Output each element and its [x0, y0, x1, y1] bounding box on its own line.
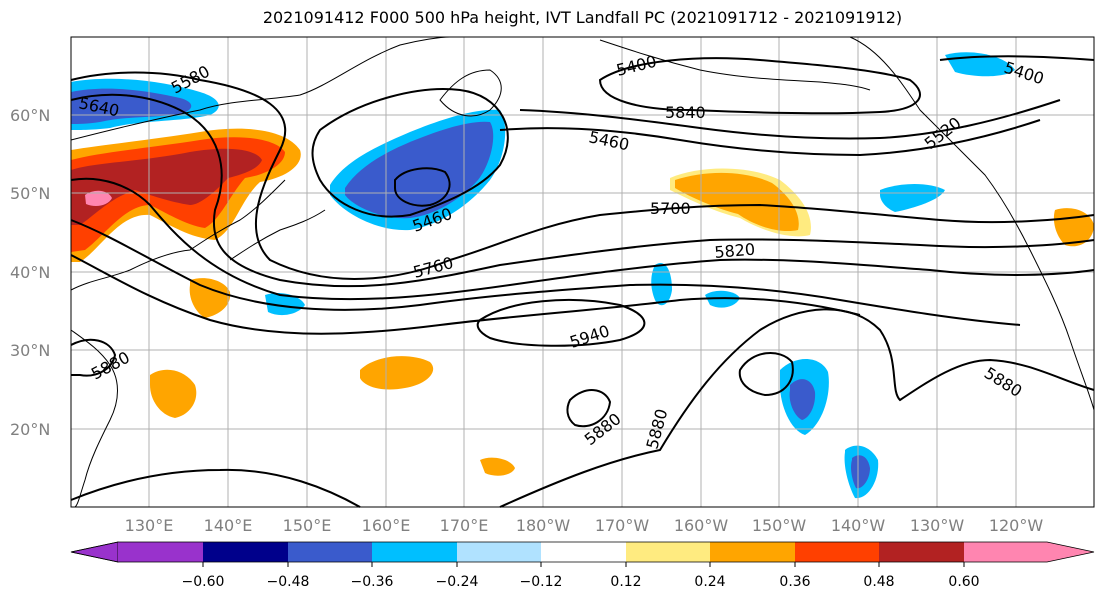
mid-anomaly-goa	[675, 172, 799, 232]
colorbar-tick: 0.12	[610, 574, 641, 590]
strong-negative-bering	[345, 121, 494, 219]
japan-coast	[229, 209, 326, 261]
negative-anomaly-east7	[265, 293, 305, 316]
positive-anomaly-mid3	[189, 278, 231, 318]
colorbar-tick: 0.48	[863, 574, 894, 590]
height-contours	[70, 55, 1095, 508]
coastlines	[70, 36, 1095, 508]
asia-coast	[70, 36, 451, 141]
contour-label: 5700	[650, 199, 691, 218]
max-anomaly-asia	[85, 190, 112, 206]
colorbar-segment-4	[372, 542, 457, 562]
colorbar-tick: −0.36	[351, 574, 394, 590]
contour-5640	[70, 93, 1095, 288]
contour-5520	[499, 119, 1041, 157]
contour-5940	[476, 299, 646, 347]
colorbar-tick: −0.60	[182, 574, 225, 590]
contour-5460	[519, 99, 1061, 140]
lat-label: 40°N	[10, 263, 50, 282]
map-frame	[70, 36, 1095, 508]
contour-5700	[70, 177, 1095, 301]
lon-label: 140°W	[831, 516, 886, 535]
contour-label: 5820	[714, 240, 756, 262]
east-asia-coast	[70, 179, 286, 291]
lon-label: 130°E	[125, 516, 174, 535]
colorbar-segment-9	[795, 542, 879, 562]
lon-label: 160°E	[362, 516, 411, 535]
lat-label: 30°N	[10, 341, 50, 360]
lon-label: 120°W	[989, 516, 1044, 535]
lat-label: 20°N	[10, 420, 50, 439]
lon-label: 160°W	[674, 516, 729, 535]
contour-5880-small	[738, 351, 794, 397]
colorbar-tick: −0.48	[267, 574, 310, 590]
map-title: 2021091412 F000 500 hPa height, IVT Land…	[262, 8, 903, 27]
contour-5760	[70, 219, 1021, 326]
contour-5460-inner	[394, 167, 451, 207]
latitude-labels: 60°N 50°N 40°N 30°N 20°N	[10, 106, 50, 439]
colorbar-tick: −0.12	[520, 574, 563, 590]
lon-label: 180°W	[516, 516, 571, 535]
contour-5400-east	[939, 55, 1095, 61]
longitude-labels: 130°E 140°E 150°E 160°E 170°E 180°W 170°…	[125, 516, 1044, 535]
colorbar-segment-8	[710, 542, 795, 562]
colorbar-segment-2	[203, 542, 288, 562]
colorbar-segment-1	[118, 542, 203, 562]
kamchatka-coast	[439, 69, 502, 117]
colorbar-segment-6	[541, 542, 626, 562]
lon-label: 140°E	[204, 516, 253, 535]
positive-anomaly-mid4	[480, 457, 515, 476]
contour-5460-bering	[311, 88, 509, 218]
contour-5820	[70, 254, 861, 335]
colorbar-tick: −0.24	[436, 574, 479, 590]
stronger-anomaly-asia	[71, 148, 262, 225]
strong-negative-east1	[789, 379, 816, 420]
colorbar-tick: 0.24	[694, 574, 725, 590]
lon-label: 150°E	[283, 516, 332, 535]
china-coast	[70, 329, 118, 508]
colorbar-segment-11	[964, 542, 1094, 562]
lon-label: 130°W	[910, 516, 965, 535]
colorbar-segment-10	[879, 542, 964, 562]
positive-anomaly-mid1	[360, 356, 434, 390]
positive-anomaly-mid2	[150, 369, 197, 418]
contour-5400	[598, 57, 921, 115]
lat-label: 50°N	[10, 184, 50, 203]
contour-5580	[70, 71, 1095, 280]
colorbar-segment-3	[288, 542, 372, 562]
negative-anomaly-east6	[705, 290, 740, 308]
negative-anomaly-east4	[880, 184, 945, 212]
contour-5880-isle	[566, 389, 612, 428]
colorbar-tick: 0.36	[779, 574, 810, 590]
colorbar-segment-7	[626, 542, 710, 562]
lon-label: 150°W	[752, 516, 807, 535]
contour-5880-main	[70, 308, 1095, 508]
colorbar-outline	[70, 541, 1095, 563]
strong-negative-east2	[851, 455, 870, 489]
contour-label: 5840	[665, 103, 706, 122]
lon-label: 170°E	[440, 516, 489, 535]
colorbar-segment-5	[457, 542, 541, 562]
contour-5880-west	[70, 338, 117, 377]
north-america-coast	[849, 36, 1095, 411]
lat-label: 60°N	[10, 106, 50, 125]
colorbar-tick: 0.60	[948, 574, 979, 590]
colorbar: −0.60 −0.48 −0.36 −0.24 −0.12 0.12 0.24 …	[70, 541, 1095, 590]
alaska-coast	[599, 39, 871, 91]
lon-label: 170°W	[595, 516, 650, 535]
colorbar-segment-0	[70, 541, 119, 563]
